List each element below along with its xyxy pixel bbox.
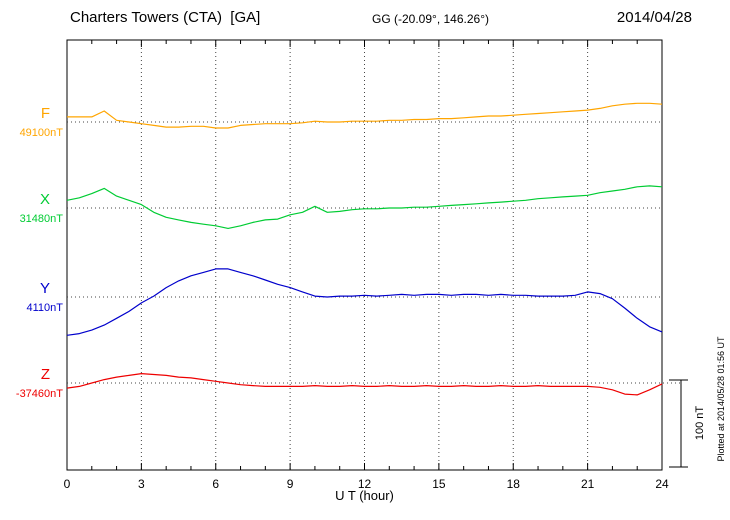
x-tick-label: 0 bbox=[64, 477, 71, 491]
x-axis-label: U T (hour) bbox=[335, 488, 394, 503]
series-name-Z: Z bbox=[40, 366, 50, 383]
series-baseline-value-Y: 4110nT bbox=[26, 302, 64, 314]
x-tick-label: 24 bbox=[655, 477, 669, 491]
trace-F bbox=[67, 102, 663, 129]
series-baseline-value-F: 49100nT bbox=[19, 127, 63, 139]
trace-X bbox=[66, 185, 663, 229]
series-baseline-value-X: 31480nT bbox=[19, 213, 63, 225]
trace-Z bbox=[66, 373, 663, 396]
plotted-at-label: Plotted at 2014/05/28 01:56 UT bbox=[716, 336, 726, 462]
x-tick-label: 3 bbox=[138, 477, 145, 491]
series-name-F: F bbox=[40, 105, 50, 122]
x-tick-label: 18 bbox=[507, 477, 521, 491]
trace-Y bbox=[66, 268, 663, 336]
series-baseline-value-Z: -37460nT bbox=[15, 388, 63, 400]
x-tick-label: 6 bbox=[212, 477, 219, 491]
date-label: 2014/04/28 bbox=[616, 9, 692, 26]
station-title: Charters Towers (CTA) [GA] bbox=[70, 9, 261, 26]
x-tick-label: 15 bbox=[432, 477, 446, 491]
x-tick-label: 21 bbox=[581, 477, 595, 491]
scale-bar-label: 100 nT bbox=[694, 405, 706, 441]
coords-label: GG (-20.09°, 146.26°) bbox=[372, 12, 489, 26]
x-tick-label: 9 bbox=[287, 477, 294, 491]
series-name-X: X bbox=[39, 191, 50, 208]
series-name-Y: Y bbox=[39, 280, 50, 297]
x-tick-label: 12 bbox=[358, 477, 372, 491]
